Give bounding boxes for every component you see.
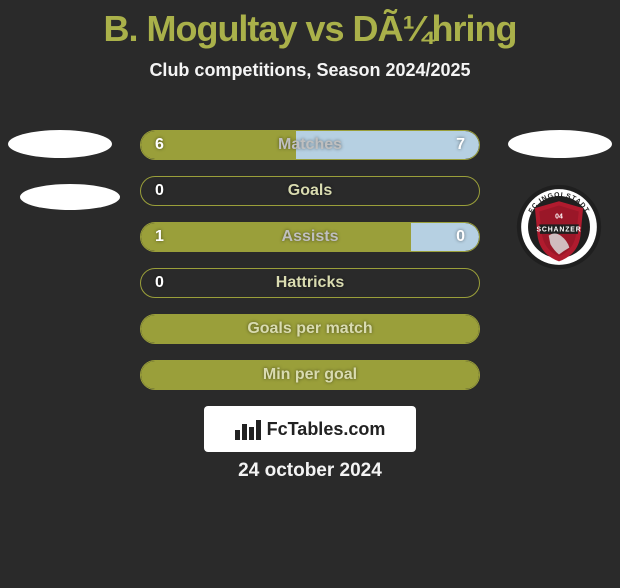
player-left-avatar [8,130,112,158]
stat-value-left: 0 [155,274,164,292]
stat-value-left: 6 [155,136,164,154]
stat-label: Assists [282,228,339,246]
stat-label: Min per goal [263,366,357,384]
svg-text:04: 04 [555,213,563,220]
stat-value-left: 1 [155,228,164,246]
stat-label: Goals per match [247,320,372,338]
brand-name: FcTables.com [267,419,386,440]
bar-fill-right [411,223,479,251]
stat-row: Matches 6 7 [140,130,480,160]
stat-row: Assists 1 0 [140,222,480,252]
bar-fill-left [141,131,296,159]
stat-row: Goals per match [140,314,480,344]
stat-row: Min per goal [140,360,480,390]
bar-fill-left [141,223,411,251]
page-subtitle: Club competitions, Season 2024/2025 [0,60,620,81]
stat-label: Goals [288,182,332,200]
brand-footer: FcTables.com [204,406,416,452]
stat-row: Hattricks 0 [140,268,480,298]
player-right-club-badge: FC INGOLSTADT SCHANZER 04 [516,184,602,270]
player-left-club-avatar [20,184,120,210]
stat-value-right: 7 [456,136,465,154]
stat-value-left: 0 [155,182,164,200]
stat-value-right: 0 [456,228,465,246]
brand-logo-icon [235,418,261,440]
stat-label: Hattricks [276,274,344,292]
date-label: 24 october 2024 [238,460,382,482]
stat-label: Matches [278,136,342,154]
stat-row: Goals 0 [140,176,480,206]
player-right-avatar [508,130,612,158]
page-title: B. Mogultay vs DÃ¼hring [0,8,620,50]
stats-area: Matches67Goals0Assists10Hattricks0Goals … [140,130,480,406]
svg-text:SCHANZER: SCHANZER [536,226,581,233]
